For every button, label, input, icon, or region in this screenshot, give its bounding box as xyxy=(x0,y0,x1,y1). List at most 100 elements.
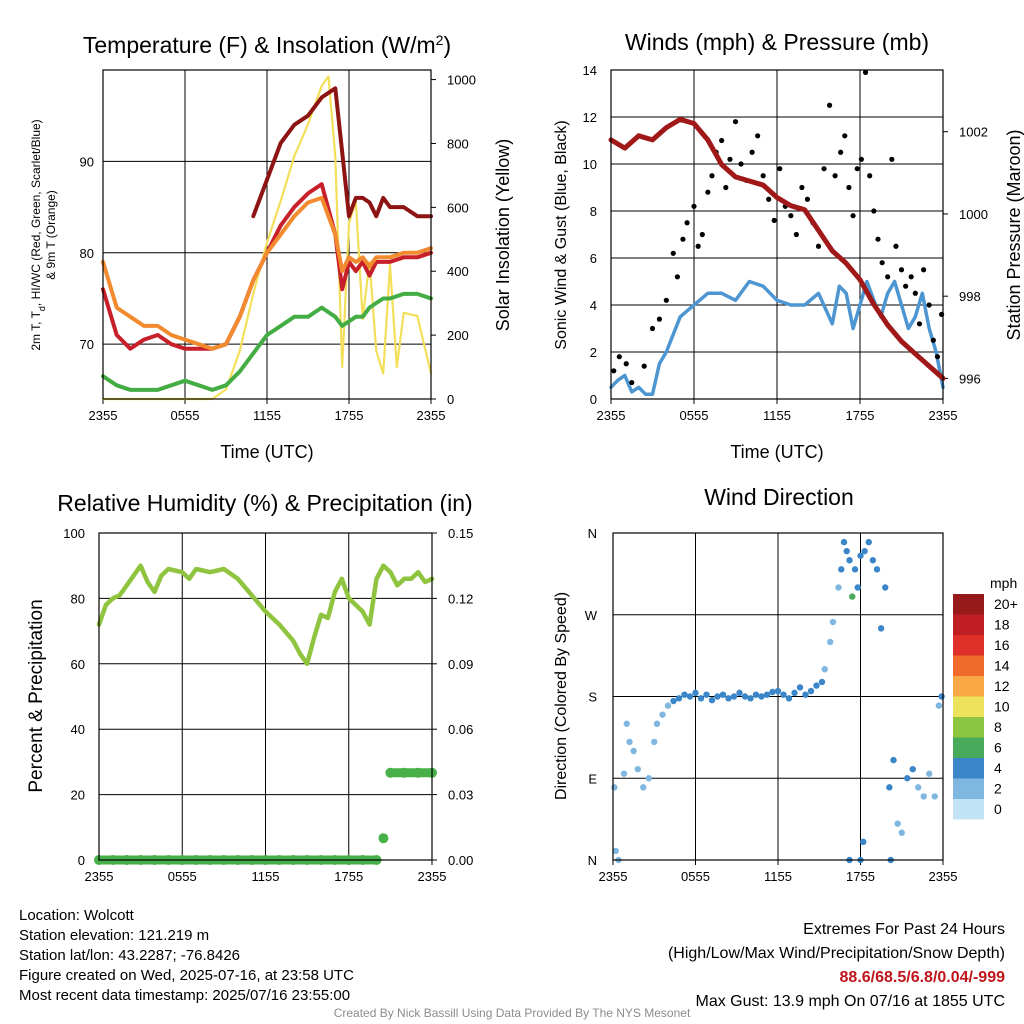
winds-panel: 2355 0555 1155 1755 235502468101214996998100… xyxy=(553,29,1024,462)
y-tick-label-right: 0.06 xyxy=(448,722,473,737)
legend-swatch xyxy=(953,676,984,697)
chart-title: Relative Humidity (%) & Precipitation (i… xyxy=(57,490,472,516)
legend-label: 20+ xyxy=(994,596,1018,612)
direction-point xyxy=(818,678,826,686)
y-tick-label-left: W xyxy=(585,608,598,623)
gust-point xyxy=(793,231,799,238)
direction-point xyxy=(882,584,889,591)
gust-point xyxy=(616,354,622,360)
gust-point xyxy=(916,321,923,327)
legend-label: 18 xyxy=(994,617,1010,633)
chart-title: Temperature (F) & Insolation (W/m2) xyxy=(83,32,451,58)
gust-point xyxy=(921,267,927,273)
y-axis-label-right: Station Pressure (Maroon) xyxy=(1004,129,1024,340)
x-tick-label: 0555 xyxy=(171,408,200,423)
gust-point xyxy=(755,133,761,139)
legend-label: 0 xyxy=(994,801,1002,817)
station-info: Location: Wolcott Station elevation: 121… xyxy=(19,906,354,1006)
direction-point xyxy=(860,838,867,846)
precip-point xyxy=(413,767,424,778)
y-tick-label-left: 0 xyxy=(590,392,597,407)
gust-point xyxy=(749,149,755,155)
legend-swatch xyxy=(953,594,984,615)
y-tick-label-left: 4 xyxy=(590,298,597,313)
legend-label: 12 xyxy=(994,678,1010,694)
direction-point xyxy=(791,689,798,697)
gust-point xyxy=(649,325,656,332)
y-label-rest: , HI/WC (Red, Green, Scarlet/Blue) xyxy=(29,119,43,306)
x-tick-label: 2355 xyxy=(418,869,447,884)
direction-point xyxy=(763,691,771,698)
direction-point xyxy=(714,693,721,700)
legend-swatch xyxy=(953,778,984,799)
direction-point xyxy=(873,566,881,573)
direction-point xyxy=(681,691,688,698)
direction-point xyxy=(890,756,897,764)
legend-label: 16 xyxy=(994,637,1010,653)
gust-point xyxy=(821,166,827,172)
y-tick-label-right: 1000 xyxy=(447,73,476,88)
y-tick-label-left: 8 xyxy=(590,204,597,219)
gust-point xyxy=(732,119,739,125)
gust-point xyxy=(858,156,864,162)
x-tick-label: 0555 xyxy=(168,869,197,884)
gust-point xyxy=(691,203,697,209)
y-tick-label-right: 200 xyxy=(447,328,469,343)
gust-point xyxy=(867,173,873,179)
gust-point xyxy=(656,316,663,322)
y-tick-label-right: 400 xyxy=(447,264,469,279)
direction-point xyxy=(827,638,834,646)
temperature-panel: 2355 0555 1155 1755 2355 70 80 90 0 200 400 600 800 1… xyxy=(29,32,513,462)
legend-label: 8 xyxy=(994,719,1002,735)
x-tick-label: 0555 xyxy=(681,869,710,884)
gust-point xyxy=(738,161,744,167)
y-tick-label-left: S xyxy=(588,690,597,705)
y-tick-label-left: 70 xyxy=(80,337,94,352)
y-tick-label-right: 0.00 xyxy=(448,853,473,868)
chart-title: Winds (mph) & Pressure (mb) xyxy=(625,29,929,55)
direction-point xyxy=(651,738,658,746)
direction-point xyxy=(623,720,630,727)
gust-point xyxy=(832,173,838,179)
direction-point xyxy=(692,689,699,697)
recent-text: Most recent data timestamp: 2025/07/16 2… xyxy=(19,987,351,1004)
direction-point xyxy=(886,784,893,791)
direction-point xyxy=(869,557,877,564)
gust-point xyxy=(889,156,895,162)
precip-point xyxy=(378,833,389,844)
y-tick-label-left: 80 xyxy=(71,591,85,606)
direction-point xyxy=(780,691,787,698)
gust-point xyxy=(641,363,647,369)
direction-point xyxy=(612,847,619,855)
max-gust-text: Max Gust: 13.9 mph On 07/16 at 1855 UTC xyxy=(695,993,1006,1010)
plot-frame xyxy=(98,532,433,861)
legend-label: 10 xyxy=(994,699,1010,715)
direction-point xyxy=(821,666,828,673)
gust-point xyxy=(695,243,701,249)
x-tick-label: 1155 xyxy=(253,408,281,423)
y-tick-label-left: 40 xyxy=(71,722,85,737)
credit-text: Created By Nick Bassill Using Data Provi… xyxy=(333,1006,691,1020)
gust-point xyxy=(670,250,676,256)
legend-swatch xyxy=(953,717,984,738)
x-tick-label: 1155 xyxy=(764,869,792,884)
gust-point xyxy=(885,274,891,280)
gust-point xyxy=(934,354,941,360)
gust-point xyxy=(723,184,729,191)
direction-point xyxy=(909,765,916,773)
direction-point xyxy=(703,691,710,698)
direction-point xyxy=(653,720,661,727)
gust-point xyxy=(912,290,918,296)
direction-point xyxy=(926,770,933,777)
gust-point xyxy=(771,217,777,223)
direction-point xyxy=(697,695,705,702)
chart-title: Wind Direction xyxy=(704,484,854,510)
gust-point xyxy=(680,236,686,242)
pressure-line xyxy=(608,116,946,381)
gust-point xyxy=(893,243,899,249)
title-superscript: 2 xyxy=(436,32,444,48)
direction-point xyxy=(849,593,856,600)
gust-point xyxy=(854,166,860,172)
y-tick-label-left: 12 xyxy=(583,110,597,125)
